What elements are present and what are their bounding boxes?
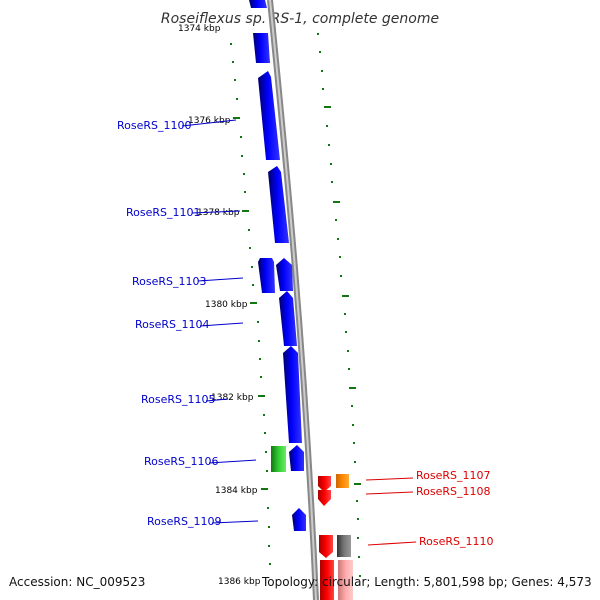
right-leader-lines <box>365 477 417 546</box>
accession-text: Accession: NC_009523 <box>9 575 145 589</box>
gene-feature-top[interactable] <box>249 0 267 8</box>
genome-title: Roseiflexus sp. RS-1, complete genome <box>161 11 439 27</box>
gene-feature-1106b[interactable] <box>289 445 304 471</box>
gene-feature-RoseRS_1107[interactable] <box>336 474 349 488</box>
gene-label-RoseRS_1108[interactable]: RoseRS_1108 <box>416 485 491 498</box>
left-gene-labels: RoseRS_1100 RoseRS_1101 RoseRS_1103 Rose… <box>117 119 222 528</box>
gene-label-RoseRS_1104[interactable]: RoseRS_1104 <box>135 318 210 331</box>
gene-feature-RoseRS_1101[interactable] <box>268 166 289 243</box>
gene-feature-1103b[interactable] <box>276 258 293 291</box>
plus-strand-genes <box>318 474 353 600</box>
scale-label-1374: 1374 kbp <box>178 24 221 34</box>
scale-labels: 1374 kbp 1376 kbp 1378 kbp 1380 kbp 1382… <box>178 24 261 587</box>
gene-feature-RoseRS_1104[interactable] <box>279 291 297 346</box>
right-gene-labels: RoseRS_1107 RoseRS_1108 RoseRS_1110 <box>416 469 494 548</box>
gene-feature-upper[interactable] <box>253 33 270 63</box>
scale-label-1382: 1382 kbp <box>211 393 254 403</box>
gene-feature-RoseRS_1100[interactable] <box>258 71 280 160</box>
gene-feature-RoseRS_1106[interactable] <box>271 446 286 472</box>
gene-feature-RoseRS_1105[interactable] <box>283 346 302 443</box>
topology-text: Topology: circular; Length: 5,801,598 bp… <box>261 575 592 589</box>
left-leader-lines <box>181 119 259 524</box>
gene-feature-RoseRS_1103[interactable] <box>258 258 275 293</box>
gene-label-RoseRS_1107[interactable]: RoseRS_1107 <box>416 469 491 482</box>
gene-feature-bottom-pink[interactable] <box>338 560 353 600</box>
gene-label-RoseRS_1109[interactable]: RoseRS_1109 <box>147 515 222 528</box>
gene-label-RoseRS_1101[interactable]: RoseRS_1101 <box>126 206 201 219</box>
genome-backbone-highlight <box>269 0 317 600</box>
gene-feature-RoseRS_1109[interactable] <box>292 508 306 531</box>
gene-feature-RoseRS_1108[interactable] <box>318 490 331 506</box>
right-tick-marks <box>317 33 361 577</box>
gene-feature-RoseRS_1107a[interactable] <box>318 476 331 492</box>
gene-feature-bottom-red[interactable] <box>320 560 334 600</box>
gene-label-RoseRS_1106[interactable]: RoseRS_1106 <box>144 455 219 468</box>
scale-label-1384: 1384 kbp <box>215 486 258 496</box>
gene-feature-RoseRS_1110[interactable] <box>337 535 351 557</box>
scale-label-1376: 1376 kbp <box>188 116 231 126</box>
scale-label-1380: 1380 kbp <box>205 300 248 310</box>
left-tick-marks <box>230 43 271 565</box>
minus-strand-genes <box>249 0 306 531</box>
gene-feature-RoseRS_1110a[interactable] <box>319 535 333 558</box>
scale-label-1386: 1386 kbp <box>218 577 261 587</box>
gene-label-RoseRS_1103[interactable]: RoseRS_1103 <box>132 275 207 288</box>
gene-label-RoseRS_1105[interactable]: RoseRS_1105 <box>141 393 216 406</box>
scale-label-1378: 1378 kbp <box>197 208 240 218</box>
gene-label-RoseRS_1100[interactable]: RoseRS_1100 <box>117 119 192 132</box>
gene-label-RoseRS_1110[interactable]: RoseRS_1110 <box>419 535 494 548</box>
